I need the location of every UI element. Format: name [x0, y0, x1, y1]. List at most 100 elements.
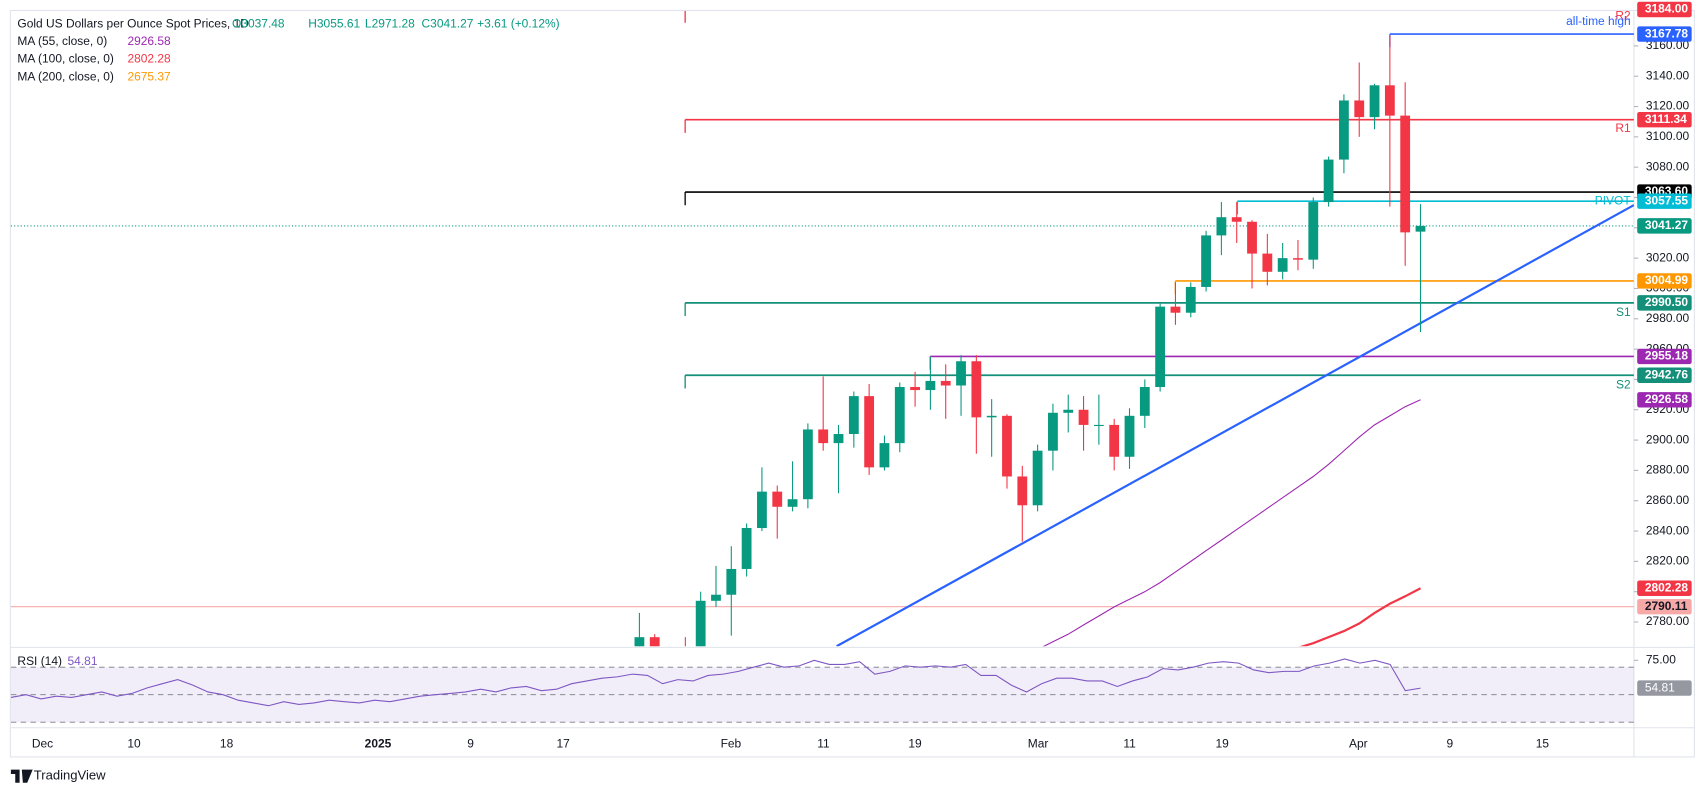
last-price-badge — [1637, 218, 1692, 234]
candle-body — [1216, 217, 1227, 236]
candle-body — [971, 361, 982, 418]
ma-line — [1042, 399, 1421, 647]
brand-name: TradingView — [34, 768, 106, 783]
y-tick-label: 2840.00 — [1646, 523, 1690, 537]
rsi-band — [10, 667, 1634, 723]
ma-name: MA (100, close, 0) — [17, 52, 113, 66]
candle-body — [1124, 415, 1135, 457]
candle-body — [1093, 424, 1104, 427]
level-badge-label: 2790.11 — [1645, 599, 1688, 613]
candle-body — [940, 380, 951, 386]
last-price-badge-label: 3041.27 — [1645, 218, 1689, 232]
level-badge-label: 3184.00 — [1645, 2, 1689, 16]
trendline — [836, 204, 1634, 647]
candle-body — [1170, 306, 1181, 313]
y-tick-label: 2880.00 — [1646, 463, 1690, 477]
candle-body — [1400, 115, 1411, 233]
level-badge — [1637, 348, 1692, 365]
candle-body — [894, 387, 905, 444]
level-badge — [1637, 193, 1692, 209]
y-tick-label: 3120.00 — [1646, 99, 1690, 113]
ma-value: 2802.28 — [127, 52, 171, 66]
x-tick-label: 9 — [467, 736, 474, 750]
change: +3.61 (+0.12%) — [477, 16, 560, 30]
candle-body — [956, 361, 966, 386]
y-tick-label: 2980.00 — [1646, 311, 1690, 325]
candle-body — [1247, 221, 1257, 254]
x-tick-label: 15 — [1536, 736, 1550, 750]
y-tick-label: 3020.00 — [1646, 250, 1690, 264]
brand: TradingView — [10, 768, 106, 783]
candle-body — [1078, 409, 1089, 425]
level-badge-label: 3111.34 — [1645, 112, 1687, 126]
level-name: S2 — [1616, 377, 1631, 391]
rsi-badge — [1637, 680, 1692, 696]
y-tick-label: 2780.00 — [1646, 614, 1690, 628]
x-tick-label: Mar — [1028, 736, 1049, 750]
candle-body — [1048, 412, 1058, 451]
level-badge — [1637, 367, 1692, 383]
level-badge-label: 2990.50 — [1645, 295, 1689, 309]
candle-body — [1185, 286, 1196, 313]
x-tick-label: 11 — [1123, 736, 1136, 750]
candle-body — [680, 648, 690, 653]
candle-body — [757, 491, 767, 529]
brand-logo — [10, 769, 33, 783]
candle-body — [1262, 253, 1273, 272]
frame — [9, 9, 1695, 758]
candle-body — [1231, 217, 1242, 222]
candle-body — [1063, 409, 1074, 413]
level-name: R1 — [1615, 121, 1631, 135]
candle-body — [1155, 306, 1166, 388]
y-tick-label: 2900.00 — [1646, 432, 1690, 446]
candle-body — [833, 434, 844, 444]
candle-body — [802, 429, 813, 500]
x-tick-label: 18 — [220, 736, 234, 750]
candle-body — [986, 415, 997, 418]
y-tick-label: 2860.00 — [1646, 493, 1690, 507]
rsi-name: RSI (14) — [17, 654, 62, 668]
level-badge — [1637, 111, 1692, 128]
candle-body — [1339, 100, 1349, 160]
candle-body — [1384, 85, 1395, 116]
candle-body — [1201, 235, 1211, 287]
x-tick-label: 17 — [557, 736, 571, 750]
ma-name: MA (200, close, 0) — [17, 69, 113, 83]
level-badge-label: 2942.76 — [1645, 367, 1689, 381]
candle-body — [1139, 387, 1150, 416]
legend: Gold US Dollars per Ounce Spot Prices, 1… — [17, 16, 559, 668]
level-badge — [1637, 598, 1692, 615]
ma-name: MA (55, close, 0) — [17, 34, 107, 48]
x-tick-label: 10 — [127, 736, 141, 750]
candle-body — [818, 429, 829, 444]
x-tick-label: Apr — [1349, 736, 1368, 750]
candle-body — [1017, 476, 1028, 506]
candle-body — [925, 380, 936, 391]
candle-body — [695, 600, 706, 647]
ma-value: 2675.37 — [127, 69, 171, 83]
candle-body — [711, 594, 721, 601]
x-tick-label: Feb — [721, 736, 742, 750]
candle-body — [772, 491, 783, 507]
candle-body — [1032, 450, 1043, 506]
level-name: all-time high — [1566, 14, 1631, 28]
x-tick-label: 11 — [817, 736, 830, 750]
rsi-line — [10, 658, 1421, 707]
candle-body — [1277, 258, 1288, 272]
candle-body — [848, 396, 859, 435]
y-tick-label: 3080.00 — [1646, 159, 1690, 173]
y-tick-label: 2820.00 — [1646, 554, 1690, 568]
candle-body — [726, 568, 737, 595]
price-pane — [10, 11, 1634, 653]
level-name: R2 — [1615, 9, 1631, 23]
level-badge — [1637, 26, 1692, 42]
candle-body — [1293, 258, 1303, 260]
y-tick-label: 3100.00 — [1646, 129, 1690, 143]
rsi-value: 54.81 — [68, 654, 98, 668]
rsi-tick-label: 75.00 — [1646, 652, 1676, 666]
level-badge — [1637, 273, 1692, 289]
ma-badge — [1637, 392, 1692, 408]
ohlc-low: L2971.28 — [365, 16, 415, 30]
candle-body — [879, 443, 890, 468]
